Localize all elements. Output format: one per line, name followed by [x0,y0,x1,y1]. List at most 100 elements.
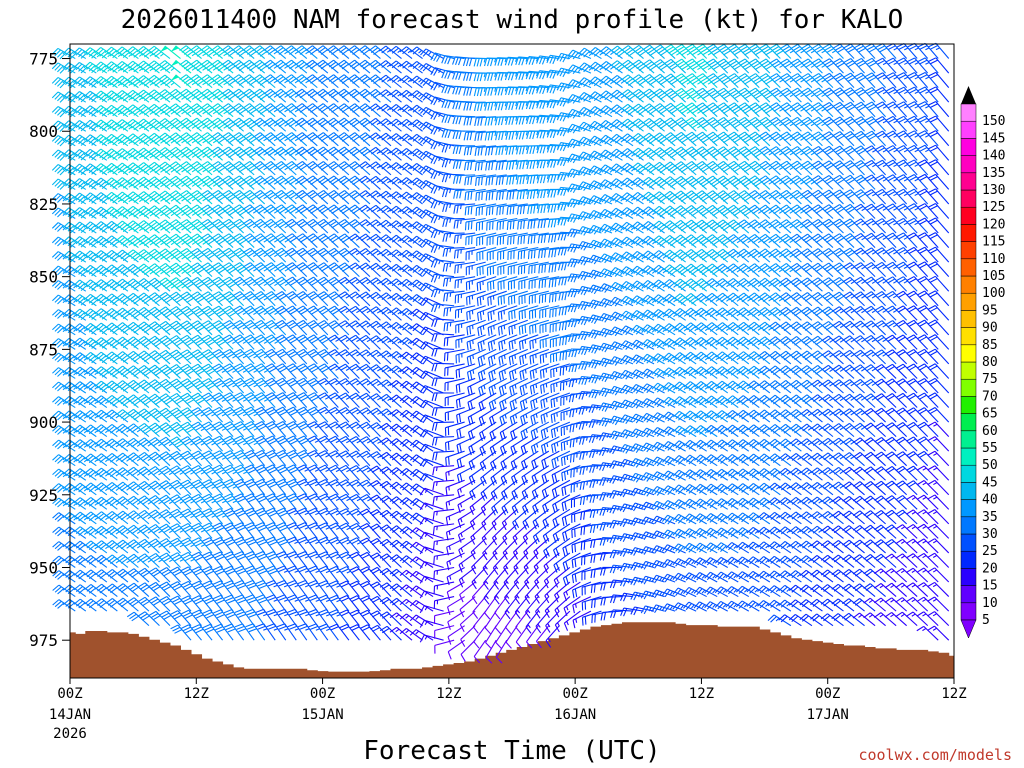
wind-barb [62,540,87,554]
barb-flag [57,443,64,450]
barb-flag [57,602,65,609]
barb-flag [57,283,64,290]
barb-flag [80,110,88,117]
barb-flag [78,573,86,580]
barb-flag [59,96,67,103]
barb-flag [78,181,85,188]
barb-flag [80,313,88,321]
barb-half-flag [73,473,78,478]
barb-half-flag [83,516,88,521]
barb-flag [57,80,64,87]
barb-flag [75,556,83,564]
barb-flag [65,397,73,404]
barb-flag [78,123,85,130]
wind-barb [62,323,87,336]
barb-flag [65,441,73,448]
barb-flag [73,395,81,402]
barb-flag [62,323,70,330]
barb-flag [62,453,70,461]
barb-half-flag [62,502,67,507]
barb-half-flag [62,386,67,391]
barb-half-flag [73,502,78,507]
barb-half-flag [62,473,67,478]
barb-half-flag [62,459,67,463]
barb-flag [57,254,64,261]
barb-flag [70,66,77,74]
barb-flag [65,499,73,506]
barb-flag [57,457,64,464]
barb-flag [78,529,86,536]
barb-flag [62,178,70,185]
chart-title: 2026011400 NAM forecast wind profile (kt… [121,5,904,35]
barb-flag [75,121,83,129]
barb-flag [73,453,81,460]
barb-flag [78,355,86,362]
barb-flag [73,62,80,69]
barb-half-flag [73,357,77,362]
barb-flag [65,571,73,578]
barb-flag [75,165,83,172]
barb-flag [62,366,70,374]
barb-half-flag [83,531,88,535]
barb-flag [80,124,88,132]
wind-barb [73,410,97,423]
barb-flag [54,209,62,216]
barb-flag [51,135,59,142]
barb-flag [78,297,86,304]
barb-flag [67,500,75,508]
barb-flag [75,136,83,143]
barb-flag [78,137,85,145]
barb-flag [52,483,60,490]
barb-flag [62,424,70,432]
barb-flag [67,515,75,522]
barb-flag [62,526,70,533]
barb-flag [67,355,75,363]
barb-flag [51,149,59,157]
barb-flag [67,326,75,334]
barb-flag [54,426,62,434]
barb-flag [73,410,81,417]
barb-flag [73,265,81,272]
barb-flag [62,192,70,200]
wind-barb [73,381,97,394]
wind-barbs-layer [51,42,950,664]
barb-flag [54,194,62,202]
barb-flag [75,353,83,361]
barb-flag [78,399,86,406]
barb-half-flag [62,255,67,260]
barb-flag [54,499,62,506]
barb-flag [54,470,62,477]
barb-flag [78,457,86,464]
barb-flag [57,588,65,595]
barb-flag [75,63,83,71]
wind-barb [52,425,76,438]
barb-flag [54,267,62,274]
barb-half-flag [73,444,78,449]
barb-flag [80,183,88,190]
barb-flag [67,558,75,566]
barb-flag [59,110,67,118]
barb-flag [65,542,73,549]
barb-flag [62,120,70,127]
barb-flag [62,279,70,287]
barb-flag [65,354,72,361]
barb-flag [67,210,75,218]
barb-half-flag [73,284,77,289]
barb-flag [78,94,85,101]
barb-flag [67,50,75,58]
barb-flag [57,544,65,551]
barb-flag [75,426,83,433]
barb-flag [54,151,62,158]
barb-flag [54,528,62,535]
barb-flag [59,52,67,60]
barb-flag [75,455,83,462]
barb-flag [62,381,70,388]
terrain-layer [69,622,955,679]
barb-half-flag [73,371,78,376]
barb-flag [62,163,70,171]
barb-flag [51,280,59,287]
barb-half-flag [62,241,67,246]
barb-flag [57,152,64,160]
barb-flag [73,468,81,475]
barb-flag [73,207,80,214]
